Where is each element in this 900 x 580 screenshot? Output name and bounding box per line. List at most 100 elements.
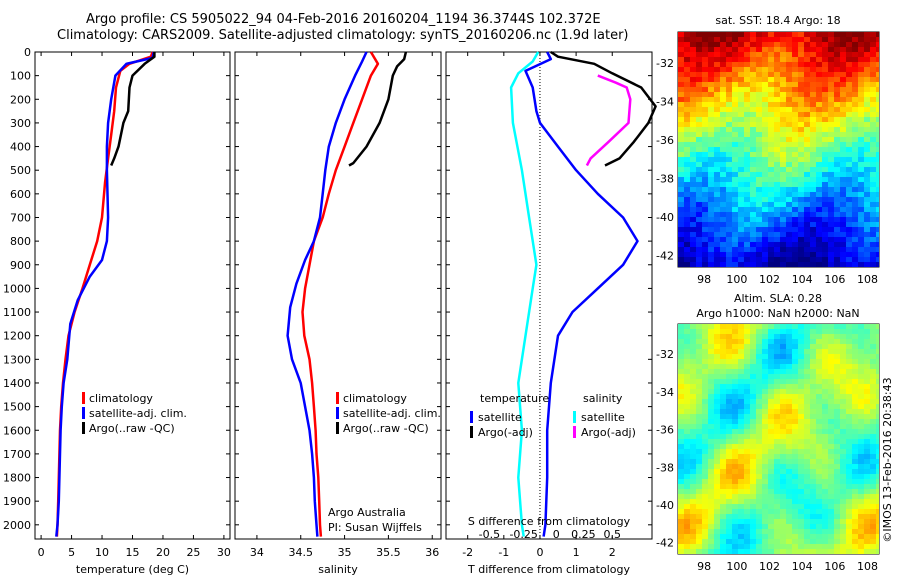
heatmap-cell (792, 409, 799, 415)
heatmap-cell (708, 389, 715, 395)
heatmap-cell (822, 404, 829, 410)
heatmap-cell (822, 514, 829, 520)
heatmap-cell (762, 369, 769, 375)
heatmap-cell (690, 72, 697, 78)
heatmap-cell (744, 409, 751, 415)
heatmap-cell (840, 409, 847, 415)
heatmap-cell (876, 32, 879, 38)
heatmap-cell (684, 192, 691, 198)
heatmap-cell (762, 67, 769, 73)
heatmap-cell (756, 334, 763, 340)
heatmap-cell (774, 544, 781, 550)
heatmap-cell (810, 499, 817, 505)
heatmap-cell (690, 112, 697, 118)
heatmap-cell (756, 132, 763, 138)
heatmap-cell (786, 334, 793, 340)
heatmap-cell (798, 112, 805, 118)
heatmap-cell (774, 464, 781, 470)
heatmap-cell (792, 207, 799, 213)
heatmap-cell (744, 364, 751, 370)
heatmap-cell (744, 47, 751, 53)
heatmap-cell (732, 394, 739, 400)
heatmap-cell (744, 479, 751, 485)
heatmap-cell (696, 172, 703, 178)
heatmap-cell (744, 369, 751, 375)
heatmap-cell (864, 112, 871, 118)
heatmap-cell (768, 97, 775, 103)
heatmap-cell (762, 87, 769, 93)
heatmap-cell (864, 57, 871, 63)
heatmap-cell (834, 62, 841, 68)
heatmap-cell (762, 222, 769, 228)
heatmap-cell (786, 47, 793, 53)
heatmap-cell (786, 354, 793, 360)
heatmap-cell (822, 137, 829, 143)
heatmap-cell (798, 167, 805, 173)
heatmap-cell (798, 424, 805, 430)
heatmap-cell (690, 469, 697, 475)
heatmap-cell (804, 364, 811, 370)
heatmap-cell (876, 62, 879, 68)
heatmap-cell (798, 539, 805, 545)
heatmap-cell (768, 227, 775, 233)
heatmap-cell (720, 112, 727, 118)
heatmap-cell (798, 489, 805, 495)
heatmap-cell (726, 509, 733, 515)
heatmap-cell (852, 197, 859, 203)
heatmap-cell (810, 197, 817, 203)
heatmap-cell (744, 474, 751, 480)
heatmap-cell (732, 212, 739, 218)
heatmap-cell (846, 534, 853, 540)
heatmap-cell (714, 127, 721, 133)
heatmap-cell (750, 152, 757, 158)
heatmap-cell (684, 87, 691, 93)
heatmap-cell (816, 152, 823, 158)
heatmap-cell (708, 82, 715, 88)
heatmap-cell (756, 242, 763, 248)
heatmap-cell (804, 252, 811, 258)
heatmap-cell (762, 484, 769, 490)
x-tick-label-salinity: 36 (425, 546, 439, 559)
heatmap-cell (708, 157, 715, 163)
heatmap-cell (852, 474, 859, 480)
heatmap-cell (798, 494, 805, 500)
heatmap-cell (732, 222, 739, 228)
heatmap-cell (852, 52, 859, 58)
heatmap-cell (798, 147, 805, 153)
heatmap-cell (690, 52, 697, 58)
heatmap-cell (852, 107, 859, 113)
heatmap-cell (822, 324, 829, 330)
heatmap-cell (774, 514, 781, 520)
heatmap-cell (798, 474, 805, 480)
heatmap-cell (696, 349, 703, 355)
heatmap-cell (678, 329, 685, 335)
heatmap-cell (750, 349, 757, 355)
heatmap-cell (840, 77, 847, 83)
heatmap-cell (750, 409, 757, 415)
heatmap-cell (696, 177, 703, 183)
heatmap-cell (726, 374, 733, 380)
heatmap-cell (876, 409, 879, 415)
heatmap-cell (702, 107, 709, 113)
heatmap-cell (876, 504, 879, 510)
heatmap-cell (822, 364, 829, 370)
heatmap-cell (720, 207, 727, 213)
heatmap-cell (744, 354, 751, 360)
heatmap-cell (798, 207, 805, 213)
heatmap-cell (816, 499, 823, 505)
heatmap-cell (756, 419, 763, 425)
heatmap-cell (690, 429, 697, 435)
heatmap-cell (798, 177, 805, 183)
heatmap-cell (810, 117, 817, 123)
heatmap-cell (744, 132, 751, 138)
heatmap-cell (744, 389, 751, 395)
heatmap-cell (846, 394, 853, 400)
heatmap-cell (858, 429, 865, 435)
map-y-tick-label: -40 (656, 499, 674, 512)
heatmap-cell (750, 364, 757, 370)
heatmap-cell (786, 529, 793, 535)
heatmap-cell (858, 359, 865, 365)
heatmap-cell (726, 549, 733, 554)
heatmap-cell (708, 394, 715, 400)
heatmap-cell (732, 92, 739, 98)
